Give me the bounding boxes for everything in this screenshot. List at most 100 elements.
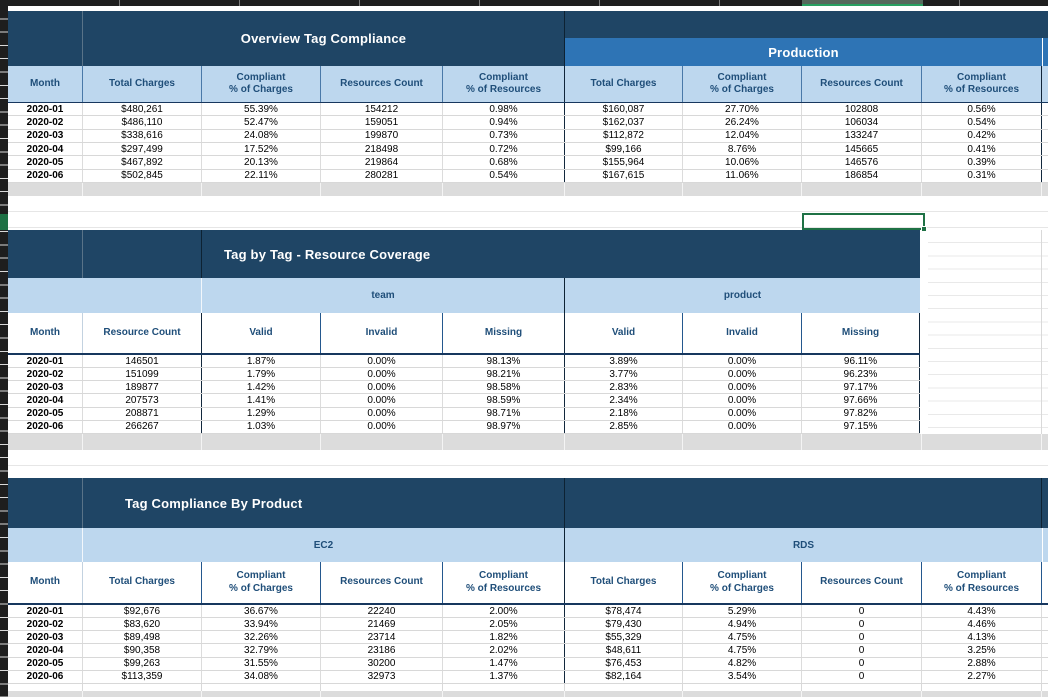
table-cell[interactable]: 146501 [83, 355, 202, 368]
table-cell[interactable]: 2020-01 [8, 355, 83, 368]
table-cell[interactable]: 97.15% [802, 420, 920, 433]
table-cell[interactable]: $92,676 [83, 605, 202, 618]
blank-cells-region[interactable] [8, 450, 1048, 478]
tag-group-team[interactable]: team [202, 278, 565, 313]
blank-cells-region[interactable] [928, 230, 1048, 434]
table-cell[interactable]: 32973 [321, 670, 443, 683]
table-cell[interactable]: 207573 [83, 394, 202, 407]
header-cell-compliant-charges[interactable]: Compliant % of Charges [683, 66, 802, 102]
table-cell[interactable]: $76,453 [565, 657, 683, 670]
table-cell[interactable]: $78,474 [565, 605, 683, 618]
table-cell[interactable]: 102808 [802, 103, 922, 116]
table-cell[interactable]: 0 [802, 618, 922, 631]
table-cell[interactable]: 4.43% [922, 605, 1042, 618]
table-cell[interactable]: 4.75% [683, 631, 802, 644]
table-cell[interactable]: 32.26% [202, 631, 321, 644]
table-cell[interactable]: 199870 [321, 129, 443, 142]
table-cell[interactable]: 0.94% [443, 116, 565, 129]
table-cell[interactable]: $83,620 [83, 618, 202, 631]
table-cell[interactable]: $162,037 [565, 116, 683, 129]
table-cell[interactable]: $89,498 [83, 631, 202, 644]
tag-groups-blank[interactable] [8, 278, 202, 313]
table-cell[interactable]: 31.55% [202, 657, 321, 670]
table-cell[interactable]: 1.42% [202, 381, 321, 394]
table-cell[interactable]: 0.00% [321, 394, 443, 407]
table-cell[interactable]: 2020-06 [8, 169, 83, 182]
table-cell[interactable]: 0.00% [683, 368, 802, 381]
table-cell[interactable]: 2.05% [443, 618, 565, 631]
header-cell-invalid[interactable]: Invalid [683, 313, 802, 353]
table-cell[interactable]: 0.31% [922, 169, 1042, 182]
table-cell[interactable]: 4.75% [683, 644, 802, 657]
table-cell[interactable]: 4.82% [683, 657, 802, 670]
table-cell[interactable]: 154212 [321, 103, 443, 116]
table-cell[interactable]: 219864 [321, 156, 443, 169]
table-cell[interactable]: 98.21% [443, 368, 565, 381]
table-cell[interactable]: 2020-06 [8, 670, 83, 683]
table-cell[interactable]: 0.00% [321, 420, 443, 433]
table-cell[interactable]: $297,499 [83, 142, 202, 156]
table-cell[interactable]: 0.00% [321, 368, 443, 381]
table-cell[interactable]: $486,110 [83, 116, 202, 129]
table-cell[interactable]: 2020-05 [8, 407, 83, 420]
table-cell[interactable]: 2020-04 [8, 394, 83, 407]
table-cell[interactable]: 0 [802, 657, 922, 670]
table-cell[interactable]: $79,430 [565, 618, 683, 631]
header-cell-resources-count[interactable]: Resources Count [321, 562, 443, 603]
table-cell[interactable]: 98.13% [443, 355, 565, 368]
table-cell[interactable]: 2020-04 [8, 142, 83, 156]
table-cell[interactable]: 0.00% [683, 407, 802, 420]
table-cell[interactable]: 0.56% [922, 103, 1042, 116]
table-cell[interactable]: 96.23% [802, 368, 920, 381]
table-cell[interactable]: 4.94% [683, 618, 802, 631]
table-cell[interactable]: 22240 [321, 605, 443, 618]
header-cell-month[interactable]: Month [8, 562, 83, 603]
table-cell[interactable]: $467,892 [83, 156, 202, 169]
table-cell[interactable]: 24.08% [202, 129, 321, 142]
table-cell[interactable]: $113,359 [83, 670, 202, 683]
table-cell[interactable]: 22.11% [202, 169, 321, 182]
header-cell-valid[interactable]: Valid [202, 313, 321, 353]
table-cell[interactable]: $90,358 [83, 644, 202, 657]
header-cell-total-charges[interactable]: Total Charges [83, 66, 202, 102]
table-cell[interactable]: 2020-03 [8, 381, 83, 394]
header-cell-resources-count[interactable]: Resources Count [321, 66, 443, 102]
header-cell-missing[interactable]: Missing [443, 313, 565, 353]
table-cell[interactable]: $160,087 [565, 103, 683, 116]
product-groups-blank[interactable] [8, 528, 83, 562]
table-cell[interactable]: 0.98% [443, 103, 565, 116]
table-cell[interactable]: $167,615 [565, 169, 683, 182]
table-cell[interactable]: 32.79% [202, 644, 321, 657]
table-cell[interactable]: 52.47% [202, 116, 321, 129]
table-cell[interactable]: 0.68% [443, 156, 565, 169]
table-cell[interactable]: 2020-06 [8, 420, 83, 433]
table-cell[interactable]: 0.73% [443, 129, 565, 142]
table-cell[interactable]: $99,263 [83, 657, 202, 670]
table-cell[interactable]: 0.54% [922, 116, 1042, 129]
table-cell[interactable]: 3.54% [683, 670, 802, 683]
table-cell[interactable]: 2020-05 [8, 657, 83, 670]
table-cell[interactable]: 0 [802, 605, 922, 618]
header-cell-compliant-resources[interactable]: Compliant % of Resources [922, 66, 1042, 102]
table-cell[interactable]: 98.97% [443, 420, 565, 433]
table-cell[interactable]: 1.87% [202, 355, 321, 368]
table-cell[interactable]: 2020-05 [8, 156, 83, 169]
table-cell[interactable]: 208871 [83, 407, 202, 420]
table-cell[interactable]: 3.77% [565, 368, 683, 381]
table-cell[interactable]: 2.85% [565, 420, 683, 433]
table-cell[interactable]: 8.76% [683, 142, 802, 156]
table-cell[interactable]: 36.67% [202, 605, 321, 618]
table-cell[interactable]: 12.04% [683, 129, 802, 142]
header-cell-invalid[interactable]: Invalid [321, 313, 443, 353]
table-cell[interactable]: 2.02% [443, 644, 565, 657]
table-cell[interactable]: 1.03% [202, 420, 321, 433]
table-cell[interactable]: 106034 [802, 116, 922, 129]
table-cell[interactable]: 4.46% [922, 618, 1042, 631]
table-cell[interactable]: 0.00% [683, 420, 802, 433]
coverage-table-title[interactable]: Tag by Tag - Resource Coverage [202, 230, 920, 278]
table-cell[interactable]: 0.00% [321, 381, 443, 394]
table-cell[interactable]: 0.42% [922, 129, 1042, 142]
table-cell[interactable]: 20.13% [202, 156, 321, 169]
header-cell-month[interactable]: Month [8, 313, 83, 353]
table-cell[interactable]: 21469 [321, 618, 443, 631]
